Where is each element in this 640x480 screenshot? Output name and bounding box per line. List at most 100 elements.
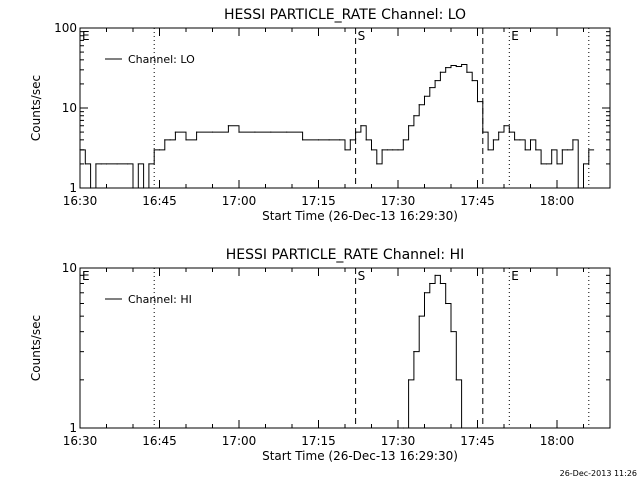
- edge-marker-label: E: [82, 269, 90, 283]
- data-point: [254, 131, 256, 133]
- data-point: [461, 63, 463, 66]
- data-point: [413, 351, 415, 353]
- data-point: [418, 104, 420, 106]
- y-tick-label: 100: [54, 21, 77, 35]
- data-point: [328, 139, 330, 141]
- data-point: [445, 302, 447, 305]
- data-point: [302, 139, 304, 141]
- data-point: [317, 139, 320, 141]
- data-point: [349, 139, 351, 141]
- data-point: [588, 149, 590, 151]
- data-point: [529, 139, 532, 141]
- data-point: [381, 149, 383, 151]
- chart-title: HESSI PARTICLE_RATE Channel: HI: [226, 247, 464, 263]
- y-tick-label: 1: [69, 181, 77, 195]
- data-point: [503, 125, 505, 127]
- data-point: [376, 163, 378, 165]
- data-point: [476, 101, 479, 103]
- x-tick-label: 17:15: [301, 194, 336, 208]
- data-point: [439, 71, 441, 73]
- x-tick-label: 17:00: [222, 434, 257, 448]
- data-point: [524, 149, 526, 151]
- data-point: [270, 131, 272, 133]
- data-point: [445, 66, 447, 69]
- y-tick-label: 10: [62, 101, 77, 115]
- chart-title: HESSI PARTICLE_RATE Channel: LO: [224, 7, 466, 23]
- data-point: [498, 131, 500, 133]
- print-timestamp: 26-Dec-2013 11:26: [560, 469, 637, 478]
- data-point: [227, 125, 229, 127]
- y-tick-label: 10: [62, 261, 77, 275]
- data-point: [370, 149, 373, 151]
- data-point: [344, 149, 346, 151]
- data-point: [100, 163, 102, 165]
- data-point: [116, 163, 118, 165]
- data-point: [402, 427, 404, 429]
- data-point: [238, 131, 240, 133]
- data-point: [127, 163, 129, 165]
- data-point: [105, 163, 108, 165]
- data-point: [148, 163, 150, 165]
- y-tick-label: 1: [69, 421, 77, 435]
- y-axis-label: Counts/sec: [29, 315, 43, 381]
- x-tick-label: 16:45: [142, 194, 177, 208]
- data-series-line: [403, 274, 467, 429]
- x-tick-label: 18:00: [540, 434, 575, 448]
- x-tick-label: 16:45: [142, 434, 177, 448]
- data-point: [551, 149, 553, 151]
- legend-label: Channel: LO: [128, 53, 195, 66]
- data-point: [429, 282, 431, 285]
- data-point: [143, 187, 145, 189]
- data-point: [423, 292, 426, 294]
- data-point: [567, 149, 569, 151]
- data-point: [392, 149, 394, 151]
- data-point: [535, 149, 537, 151]
- data-point: [360, 125, 362, 127]
- data-point: [90, 187, 92, 189]
- data-point: [455, 379, 457, 381]
- data-point: [492, 139, 494, 141]
- data-point: [429, 86, 431, 89]
- plot-frame: [79, 27, 611, 189]
- data-point: [514, 139, 516, 141]
- data-point: [397, 149, 399, 151]
- data-point: [158, 149, 161, 151]
- data-point: [577, 187, 579, 189]
- data-point: [137, 163, 139, 165]
- x-tick-label: 17:30: [381, 434, 416, 448]
- data-point: [434, 274, 436, 276]
- data-point: [471, 80, 473, 82]
- data-point: [196, 131, 198, 133]
- data-point: [482, 131, 484, 133]
- data-point: [561, 149, 563, 151]
- event-marker-label: E: [511, 29, 519, 43]
- data-point: [211, 131, 214, 133]
- data-point: [408, 379, 410, 381]
- data-point: [386, 149, 388, 151]
- data-point: [174, 131, 176, 133]
- x-tick-label: 18:00: [540, 194, 575, 208]
- data-point: [439, 282, 441, 285]
- data-point: [450, 64, 452, 67]
- data-point: [84, 163, 86, 165]
- data-point: [339, 139, 341, 141]
- data-point: [455, 65, 457, 68]
- data-point: [79, 149, 81, 151]
- data-point: [434, 80, 436, 82]
- data-point: [508, 131, 510, 133]
- x-tick-label: 16:30: [63, 194, 98, 208]
- data-point: [540, 163, 542, 165]
- lo-channel-panel: HESSI PARTICLE_RATE Channel: LO 1 10 100 16:…: [29, 7, 611, 223]
- data-point: [365, 139, 367, 141]
- x-tick-label: 17:30: [381, 194, 416, 208]
- edge-marker-label: E: [82, 29, 90, 43]
- data-point: [153, 149, 155, 151]
- data-point: [402, 139, 404, 141]
- data-point: [423, 95, 426, 97]
- data-point: [545, 163, 548, 165]
- data-point: [169, 139, 171, 141]
- event-marker-label: S: [358, 29, 366, 43]
- x-tick-label: 17:45: [460, 194, 495, 208]
- x-tick-label: 17:00: [222, 194, 257, 208]
- data-point: [418, 315, 420, 317]
